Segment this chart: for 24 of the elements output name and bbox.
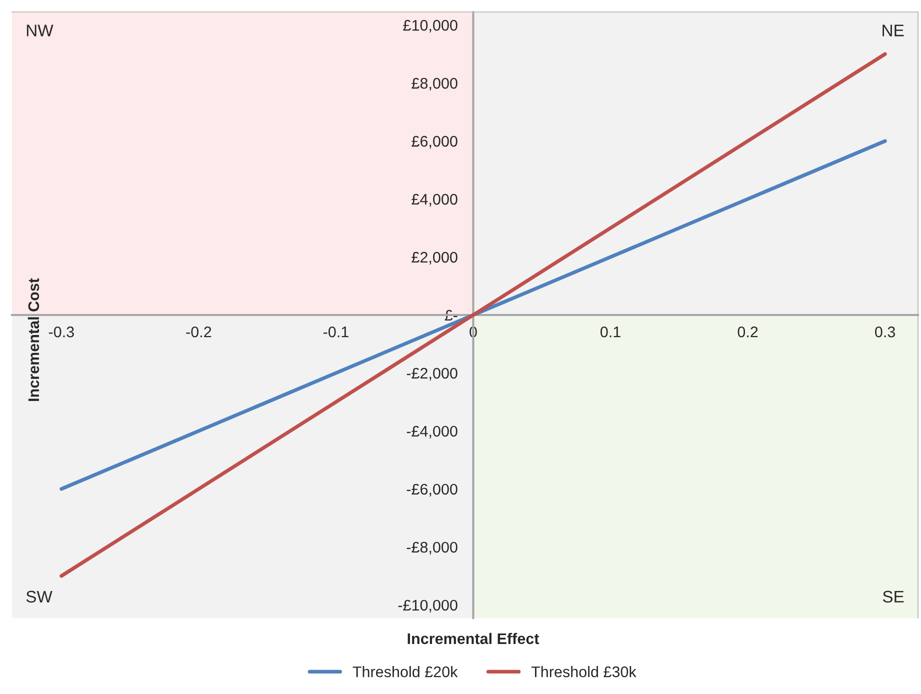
x-tick-label: 0.1 (600, 326, 620, 338)
x-axis-title: Incremental Effect (408, 632, 540, 644)
x-tick-label: -0.3 (48, 326, 74, 338)
y-tick-label: £8,000 (412, 78, 458, 91)
x-tick-label: -0.2 (186, 326, 212, 338)
y-axis-title: Incremental Cost (28, 278, 40, 401)
legend-label: Threshold £20k (352, 666, 458, 678)
annotation: NE (882, 24, 904, 36)
annotation: NW (26, 24, 54, 36)
x-tick-label: 0.3 (875, 326, 896, 338)
y-tick-label: -£4,000 (406, 426, 458, 438)
x-tick-label: -0.1 (323, 326, 348, 338)
x-tick-label: 0.2 (738, 326, 758, 338)
y-tick-label: £6,000 (412, 136, 458, 149)
y-tick-label: -£8,000 (406, 542, 458, 554)
annotation: SW (26, 590, 52, 603)
y-tick-label: -£10,000 (398, 600, 458, 612)
y-tick-label: £10,000 (403, 20, 458, 33)
y-tick-label: -£6,000 (406, 484, 458, 496)
y-tick-label: £4,000 (412, 194, 458, 207)
legend-label: Threshold £30k (531, 666, 636, 678)
annotation: SE (882, 590, 904, 603)
y-tick-label: £2,000 (412, 252, 458, 264)
y-tick-label: -£2,000 (406, 368, 458, 380)
